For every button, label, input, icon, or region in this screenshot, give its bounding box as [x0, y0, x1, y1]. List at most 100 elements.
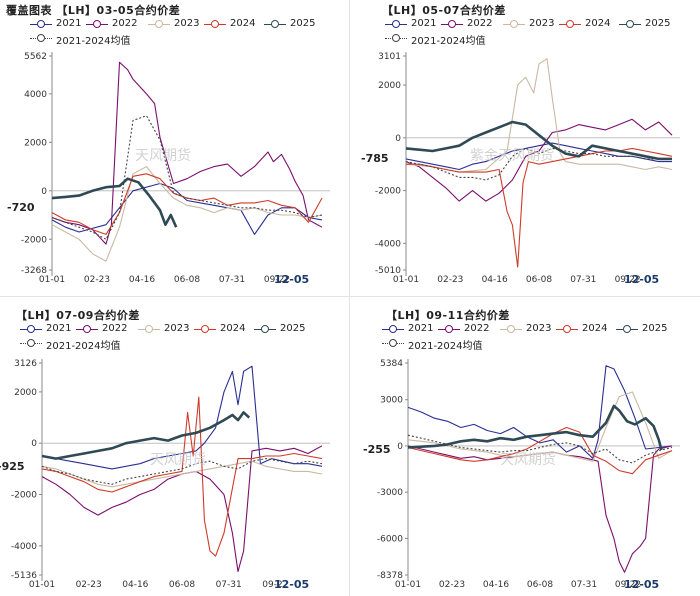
legend-label: 2025 [280, 323, 306, 334]
x-tick-label: 09-22 [262, 580, 288, 590]
x-tick-label: 04-16 [483, 580, 509, 590]
legend-label: 2022 [464, 323, 490, 334]
legend-label: 2024 [585, 18, 611, 29]
current-value-label: -255 [362, 442, 392, 456]
legend-label: 2024 [230, 18, 256, 29]
chart-panel-03-05: 覆盖图表 【LH】03-05合约价差 2021 2022 2023 2024 2025 2… [0, 0, 349, 296]
chart-panel-05-07: 【LH】05-07合约价差 2021 2022 2023 2024 2025 2021-2… [350, 0, 700, 296]
series-line-2021 [41, 365, 323, 470]
series-line-2021 [405, 142, 672, 171]
series-line-2021 [51, 182, 323, 235]
x-tick-label: 09-22 [615, 275, 641, 285]
y-tick-label: -5010 [375, 266, 401, 276]
y-tick-label: -2000 [375, 187, 401, 197]
series-line-2025 [407, 404, 663, 451]
series-line-2025 [41, 411, 251, 460]
y-tick-label: -3268 [21, 266, 47, 276]
y-tick-label: 0 [41, 187, 47, 197]
legend-label: 2025 [290, 18, 316, 29]
series-line-2021-2024均值 [41, 458, 323, 485]
x-tick-label: 01-01 [393, 275, 419, 285]
y-tick-label: -8378 [377, 571, 403, 581]
x-tick-label: 02-23 [439, 580, 465, 590]
series-line-2021-2024均值 [407, 434, 673, 464]
x-tick-label: 04-16 [129, 275, 155, 285]
legend-label: 2025 [642, 323, 668, 334]
x-tick-label: 02-23 [76, 580, 102, 590]
current-value-label: -925 [0, 459, 26, 473]
y-tick-label: -2000 [11, 491, 37, 501]
y-tick-label: -4000 [11, 542, 37, 552]
series-line-2021 [407, 365, 673, 459]
legend-label: 2024 [582, 323, 608, 334]
series-line-2021-2024均值 [405, 147, 672, 181]
y-tick-label: 3101 [378, 52, 401, 62]
x-tick-label: 07-31 [571, 580, 597, 590]
x-tick-label: 09-22 [615, 580, 641, 590]
series-line-2024 [51, 173, 323, 235]
series-line-2023 [41, 460, 323, 488]
x-tick-label: 07-31 [216, 580, 242, 590]
y-tick-label: 5384 [380, 359, 403, 369]
y-tick-label: 5562 [24, 52, 47, 62]
y-tick-label: 2000 [14, 388, 37, 398]
series-line-2025 [405, 120, 672, 161]
x-tick-label: 04-16 [122, 580, 148, 590]
x-tick-label: 09-22 [264, 275, 290, 285]
legend-label: 2021 [56, 18, 82, 29]
series-line-2024 [406, 147, 673, 268]
y-tick-label: 4000 [24, 90, 47, 100]
x-tick-label: 02-23 [437, 275, 463, 285]
legend-label: 2024 [220, 323, 246, 334]
current-value-label: -785 [360, 151, 390, 165]
legend-label: 2023 [529, 18, 555, 29]
x-tick-label: 07-31 [219, 275, 245, 285]
series-line-2022 [51, 61, 323, 245]
x-tick-label: 06-08 [526, 275, 552, 285]
x-tick-label: 01-01 [39, 275, 65, 285]
chart-title: 【LH】07-09合约价差 [16, 309, 140, 322]
legend-label: 2021-2024均值 [411, 36, 486, 47]
y-tick-label: 0 [397, 442, 403, 452]
x-tick-label: 01-01 [29, 580, 55, 590]
panel-divider-vertical [349, 0, 350, 596]
series-line-2023 [51, 166, 323, 262]
legend-label: 2021-2024均值 [46, 341, 121, 352]
x-tick-label: 06-08 [169, 580, 195, 590]
y-tick-label: 0 [395, 134, 401, 144]
legend-label: 2021 [411, 18, 437, 29]
y-tick-label: 2000 [24, 138, 47, 148]
series-line-2025 [51, 177, 178, 228]
panel-divider-horizontal [0, 296, 700, 297]
watermark: 天风期货 [500, 452, 556, 468]
legend-label: 2025 [645, 18, 671, 29]
legend-label: 2021-2024均值 [408, 341, 483, 352]
y-tick-label: 2000 [378, 81, 401, 91]
chart-title: 覆盖图表 【LH】03-05合约价差 [6, 4, 181, 17]
legend-label: 2021-2024均值 [56, 36, 131, 47]
x-tick-label: 02-23 [84, 275, 110, 285]
watermark: 天风期货 [150, 452, 206, 468]
end-date-label: 12-05 [624, 273, 660, 286]
y-tick-label: -5136 [11, 571, 37, 581]
series-line-2023 [405, 58, 673, 173]
y-tick-label: 0 [31, 439, 37, 449]
end-date-label: 12-05 [624, 578, 660, 591]
current-value-label: -720 [6, 201, 36, 215]
y-tick-label: -2000 [21, 235, 47, 245]
end-date-label: 12-05 [274, 273, 310, 286]
chart-title: 【LH】05-07合约价差 [382, 4, 506, 17]
watermark: 天风期货 [135, 148, 191, 164]
legend-label: 2022 [112, 18, 138, 29]
series-line-2022 [407, 445, 673, 573]
x-tick-label: 06-08 [527, 580, 553, 590]
x-tick-label: 01-01 [395, 580, 421, 590]
series-line-2022 [405, 118, 673, 202]
legend-label: 2023 [164, 323, 190, 334]
chart-title: 【LH】09-11合约价差 [386, 309, 510, 322]
chart-panel-09-11: 【LH】09-11合约价差 2021 2022 2023 2024 2025 2021-2… [350, 297, 700, 596]
